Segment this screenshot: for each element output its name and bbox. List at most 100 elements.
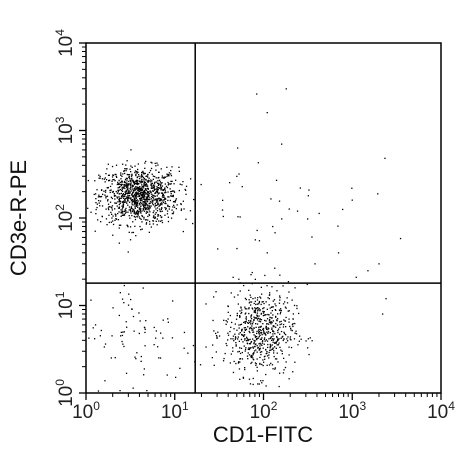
data-point [105, 189, 107, 192]
data-point [128, 293, 130, 295]
data-point [282, 326, 285, 328]
data-point [132, 200, 135, 203]
data-point [170, 217, 173, 219]
data-point [255, 303, 257, 306]
data-point [259, 332, 262, 334]
data-point [245, 317, 247, 319]
data-point [261, 382, 263, 384]
data-point [133, 330, 135, 332]
data-point [205, 303, 207, 305]
data-point [140, 218, 142, 220]
data-point [131, 173, 133, 175]
data-point [282, 303, 285, 305]
data-point [136, 352, 138, 354]
data-point [253, 342, 255, 344]
data-point [126, 188, 128, 190]
data-point [250, 341, 252, 344]
data-point [266, 355, 269, 357]
data-point [272, 333, 274, 335]
data-point [158, 200, 161, 202]
data-point [275, 326, 277, 328]
data-point [276, 336, 278, 339]
data-point [134, 170, 137, 172]
data-point [159, 220, 162, 222]
data-point [118, 183, 120, 185]
data-point [254, 340, 256, 342]
data-point [232, 350, 234, 352]
data-point [118, 211, 120, 213]
data-point [126, 183, 128, 185]
data-point [160, 202, 163, 204]
data-point [253, 350, 256, 352]
data-point [119, 193, 121, 195]
data-point [296, 305, 298, 307]
data-point [279, 333, 281, 335]
data-point [123, 181, 125, 183]
data-point [155, 190, 157, 193]
data-point [111, 217, 113, 219]
data-point [266, 308, 268, 310]
data-point [261, 301, 263, 303]
data-point [94, 338, 96, 340]
data-point [107, 203, 110, 205]
data-point [161, 219, 163, 222]
data-point [279, 323, 281, 326]
data-point [105, 218, 108, 220]
data-point [260, 353, 262, 356]
data-point [120, 183, 122, 186]
data-point [260, 312, 262, 315]
data-point [104, 191, 107, 193]
data-point [259, 363, 261, 365]
data-point [248, 330, 250, 333]
data-point [136, 172, 138, 174]
data-point [269, 346, 271, 348]
data-point [125, 190, 128, 192]
data-point [143, 218, 145, 220]
data-point [125, 168, 127, 170]
data-point [298, 312, 300, 315]
data-point [114, 357, 116, 359]
data-point [130, 212, 132, 214]
data-point [171, 180, 173, 183]
data-point [157, 215, 159, 217]
data-point [143, 183, 145, 185]
data-point [165, 207, 167, 209]
data-point [138, 190, 140, 193]
data-point [180, 208, 183, 210]
data-point [233, 340, 235, 342]
data-point [110, 189, 112, 191]
data-point [131, 184, 134, 186]
data-point [137, 213, 139, 215]
data-point [128, 197, 130, 199]
data-point [170, 195, 173, 197]
data-point [121, 340, 123, 343]
data-point [233, 360, 235, 363]
data-point [270, 317, 272, 319]
data-point [153, 344, 155, 346]
data-point [248, 308, 250, 310]
data-point [256, 319, 259, 321]
data-point [252, 331, 254, 333]
data-point [239, 290, 241, 292]
data-point [145, 199, 147, 201]
data-point [100, 196, 102, 198]
data-point [247, 322, 249, 324]
data-point [182, 200, 184, 202]
data-point [147, 191, 149, 194]
data-point [225, 320, 227, 322]
data-point [185, 218, 187, 220]
data-point [108, 174, 110, 176]
data-point [135, 201, 137, 203]
data-point [234, 336, 237, 338]
data-point [131, 195, 134, 197]
data-point [139, 320, 141, 322]
data-point [132, 201, 134, 203]
data-point [292, 318, 294, 320]
data-point [238, 333, 240, 335]
data-point [227, 318, 229, 320]
data-point [227, 334, 230, 336]
data-point [158, 187, 160, 189]
data-point [150, 183, 152, 185]
data-point [271, 317, 273, 319]
data-point [143, 210, 146, 212]
